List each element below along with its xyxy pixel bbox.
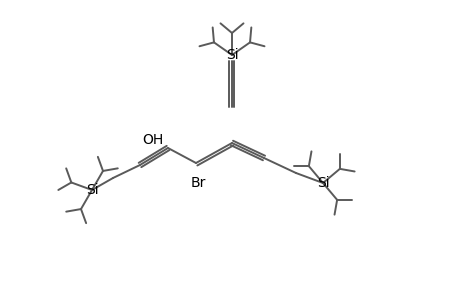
Text: Si: Si: [225, 48, 238, 62]
Text: OH: OH: [142, 133, 163, 147]
Text: Br: Br: [190, 176, 205, 190]
Text: Si: Si: [85, 183, 98, 197]
Text: Si: Si: [316, 176, 329, 190]
